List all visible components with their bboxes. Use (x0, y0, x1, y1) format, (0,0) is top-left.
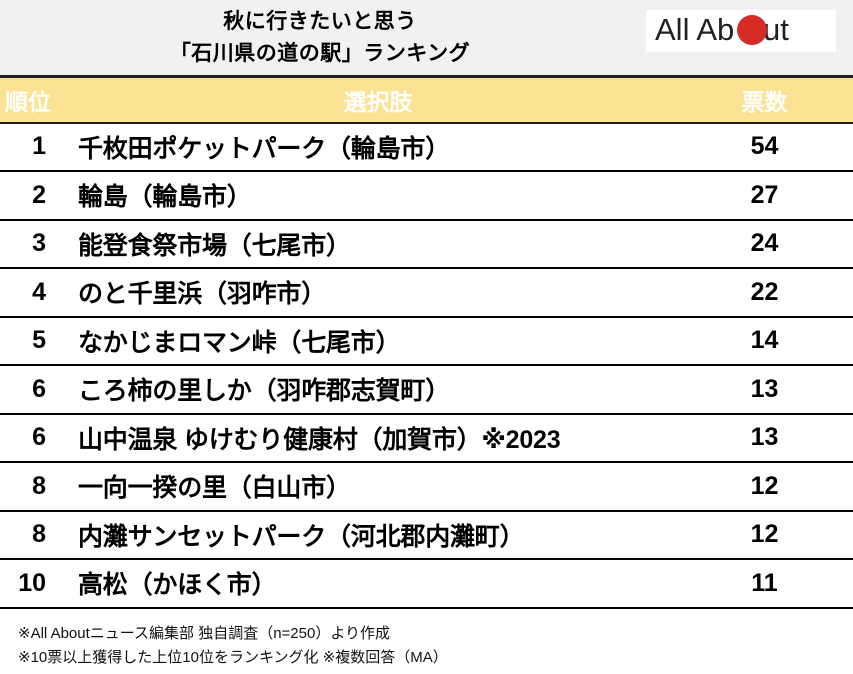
logo-text-ut: ut (763, 14, 789, 47)
all-about-logo: All Ab ut (646, 10, 836, 52)
cell-rank: 6 (0, 365, 68, 415)
ranking-table: 順位 選択肢 票数 1 千枚田ポケットパーク（輪島市） 54 2 輪島（輪島市）… (0, 75, 853, 609)
page-title-line-1: 秋に行きたいと思う (223, 10, 417, 33)
cell-choice: 千枚田ポケットパーク（輪島市） (68, 122, 688, 172)
cell-choice: ころ柿の里しか（羽咋郡志賀町） (68, 365, 688, 415)
cell-choice: 高松（かほく市） (68, 559, 688, 609)
table-row: 5 なかじまロマン峠（七尾市） 14 (0, 316, 853, 366)
cell-rank: 3 (0, 219, 68, 269)
cell-votes: 14 (688, 316, 853, 366)
cell-rank: 8 (0, 510, 68, 560)
cell-votes: 54 (688, 122, 853, 172)
cell-choice: なかじまロマン峠（七尾市） (68, 316, 688, 366)
cell-choice: 一向一揆の里（白山市） (68, 462, 688, 512)
cell-votes: 12 (688, 510, 853, 560)
logo-red-dot-icon (737, 15, 767, 45)
cell-choice: 山中温泉 ゆけむり健康村（加賀市）※2023 (68, 413, 688, 463)
cell-votes: 11 (688, 559, 853, 609)
table-row: 8 内灘サンセットパーク（河北郡内灘町） 12 (0, 510, 853, 560)
cell-rank: 4 (0, 268, 68, 318)
cell-choice: 内灘サンセットパーク（河北郡内灘町） (68, 510, 688, 560)
cell-rank: 2 (0, 171, 68, 221)
table-row: 6 ころ柿の里しか（羽咋郡志賀町） 13 (0, 365, 853, 415)
column-header-votes: 票数 (688, 75, 853, 124)
logo-text-all: All Ab (655, 14, 734, 47)
table-head: 順位 選択肢 票数 (0, 75, 853, 124)
all-about-logo-icon: All Ab ut (655, 14, 789, 47)
table-row: 6 山中温泉 ゆけむり健康村（加賀市）※2023 13 (0, 413, 853, 463)
footnote-source: ※All Aboutニュース編集部 独自調査（n=250）より作成 (18, 625, 391, 642)
table-row: 4 のと千里浜（羽咋市） 22 (0, 268, 853, 318)
cell-rank: 8 (0, 462, 68, 512)
column-header-choice: 選択肢 (68, 75, 688, 124)
cell-votes: 13 (688, 413, 853, 463)
table-row: 8 一向一揆の里（白山市） 12 (0, 462, 853, 512)
footnotes: ※All Aboutニュース編集部 独自調査（n=250）より作成 ※10票以上… (18, 622, 838, 670)
cell-choice: 輪島（輪島市） (68, 171, 688, 221)
table-row: 2 輪島（輪島市） 27 (0, 171, 853, 221)
cell-votes: 13 (688, 365, 853, 415)
title-band: 秋に行きたいと思う 「石川県の道の駅」ランキング All Ab ut (0, 0, 853, 75)
cell-votes: 24 (688, 219, 853, 269)
cell-choice: のと千里浜（羽咋市） (68, 268, 688, 318)
table-header-row: 順位 選択肢 票数 (0, 75, 853, 124)
cell-rank: 10 (0, 559, 68, 609)
table-body: 1 千枚田ポケットパーク（輪島市） 54 2 輪島（輪島市） 27 3 能登食祭… (0, 122, 853, 609)
column-header-rank: 順位 (0, 75, 68, 124)
table-row: 3 能登食祭市場（七尾市） 24 (0, 219, 853, 269)
page-title: 秋に行きたいと思う 「石川県の道の駅」ランキング (0, 6, 640, 70)
cell-votes: 12 (688, 462, 853, 512)
cell-votes: 22 (688, 268, 853, 318)
cell-rank: 5 (0, 316, 68, 366)
table-row: 10 高松（かほく市） 11 (0, 559, 853, 609)
page-title-line-2: 「石川県の道の駅」ランキング (169, 42, 471, 65)
cell-choice: 能登食祭市場（七尾市） (68, 219, 688, 269)
footnote-method: ※10票以上獲得した上位10位をランキング化 ※複数回答（MA） (18, 649, 448, 666)
table-row: 1 千枚田ポケットパーク（輪島市） 54 (0, 122, 853, 172)
cell-rank: 1 (0, 122, 68, 172)
cell-votes: 27 (688, 171, 853, 221)
cell-rank: 6 (0, 413, 68, 463)
